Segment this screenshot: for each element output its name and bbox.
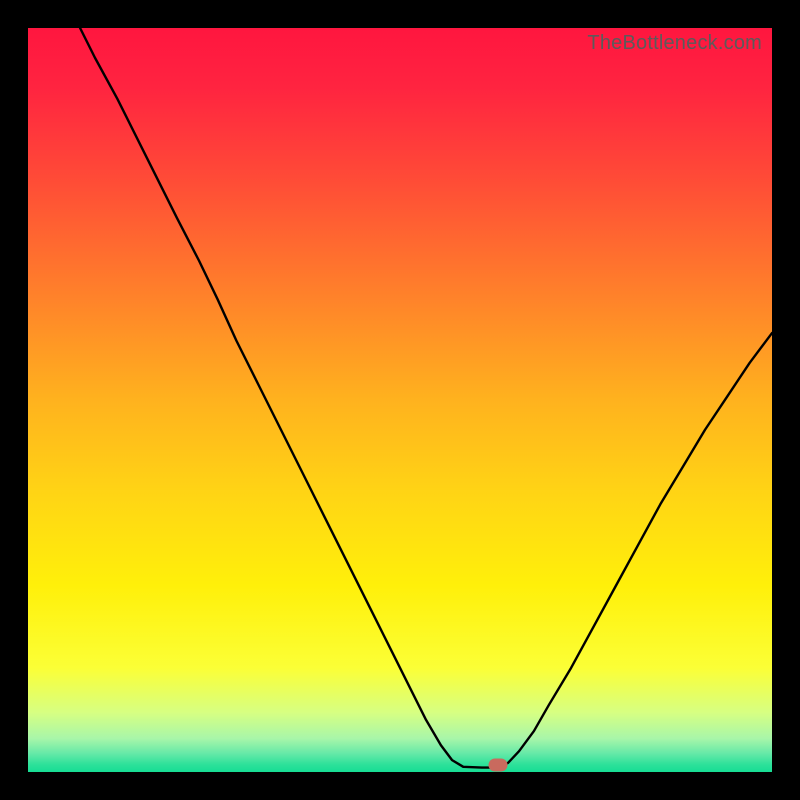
bottleneck-curve [28,28,772,772]
plot-area [28,28,772,772]
optimum-marker [489,759,508,772]
watermark-label: TheBottleneck.com [587,32,762,55]
curve-path [80,28,772,768]
chart-frame: TheBottleneck.com [0,0,800,800]
